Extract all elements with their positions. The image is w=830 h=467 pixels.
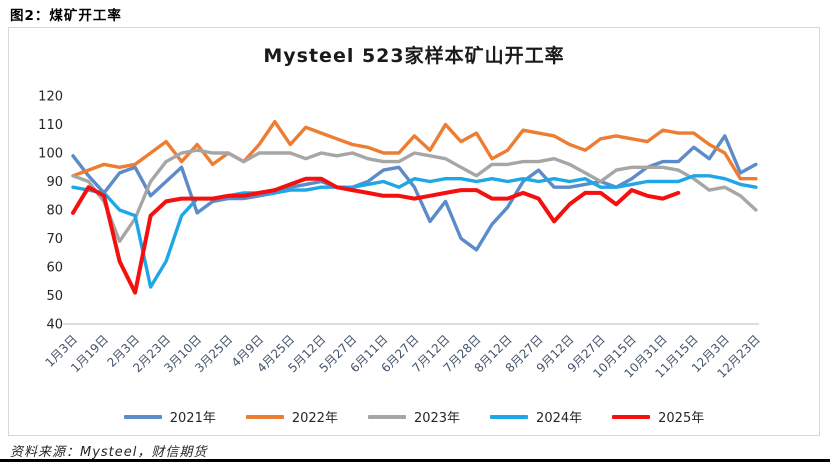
y-axis-tick-label: 70 bbox=[46, 232, 63, 247]
y-axis-tick-label: 80 bbox=[46, 204, 63, 219]
source-note: 资料来源：Mysteel，财信期货 bbox=[10, 445, 208, 460]
legend-label: 2024年 bbox=[536, 411, 583, 426]
legend-swatch bbox=[612, 414, 651, 419]
legend-swatch bbox=[123, 414, 162, 419]
legend-swatch bbox=[245, 414, 284, 419]
legend-item-2021年: 2021年 bbox=[123, 407, 216, 426]
legend-item-2023年: 2023年 bbox=[367, 407, 461, 426]
legend-label: 2022年 bbox=[291, 411, 338, 426]
legend-item-2022年: 2022年 bbox=[245, 407, 338, 426]
y-axis-tick-label: 120 bbox=[38, 90, 63, 105]
y-axis-tick-label: 60 bbox=[46, 261, 63, 276]
y-axis-tick-label: 90 bbox=[46, 175, 63, 190]
legend-label: 2025年 bbox=[658, 411, 705, 426]
chart-title: Mysteel 523家样本矿山开工率 bbox=[263, 45, 565, 67]
bottom-rule bbox=[0, 459, 830, 462]
legend-swatch bbox=[490, 414, 529, 419]
series-line-2024年 bbox=[71, 174, 758, 289]
y-axis-tick-label: 50 bbox=[46, 289, 63, 304]
legend-item-2025年: 2025年 bbox=[612, 407, 704, 426]
legend-label: 2023年 bbox=[413, 411, 461, 426]
series-line-2023年 bbox=[71, 148, 758, 244]
y-axis-tick-label: 110 bbox=[38, 118, 63, 133]
plot-area: 1201101009080706050401月3日1月19日2月3日2月23日3… bbox=[38, 90, 763, 381]
figure-caption: 图2：煤矿开工率 bbox=[10, 8, 122, 24]
series-line-2022年 bbox=[71, 119, 758, 181]
y-axis-tick-label: 40 bbox=[46, 318, 63, 333]
y-axis-tick-label: 100 bbox=[38, 147, 63, 162]
chart-box: Mysteel 523家样本矿山开工率 120 110 100 90 80 70 60 50 4… bbox=[8, 27, 820, 436]
legend-label: 2021年 bbox=[169, 411, 216, 426]
legend: 2021年 2022年 2023年 2024年 2025年 bbox=[9, 407, 819, 426]
series-line-2025年 bbox=[71, 176, 681, 295]
legend-swatch bbox=[367, 414, 406, 419]
legend-item-2024年: 2024年 bbox=[490, 407, 582, 426]
series-line-2021年 bbox=[71, 134, 758, 252]
